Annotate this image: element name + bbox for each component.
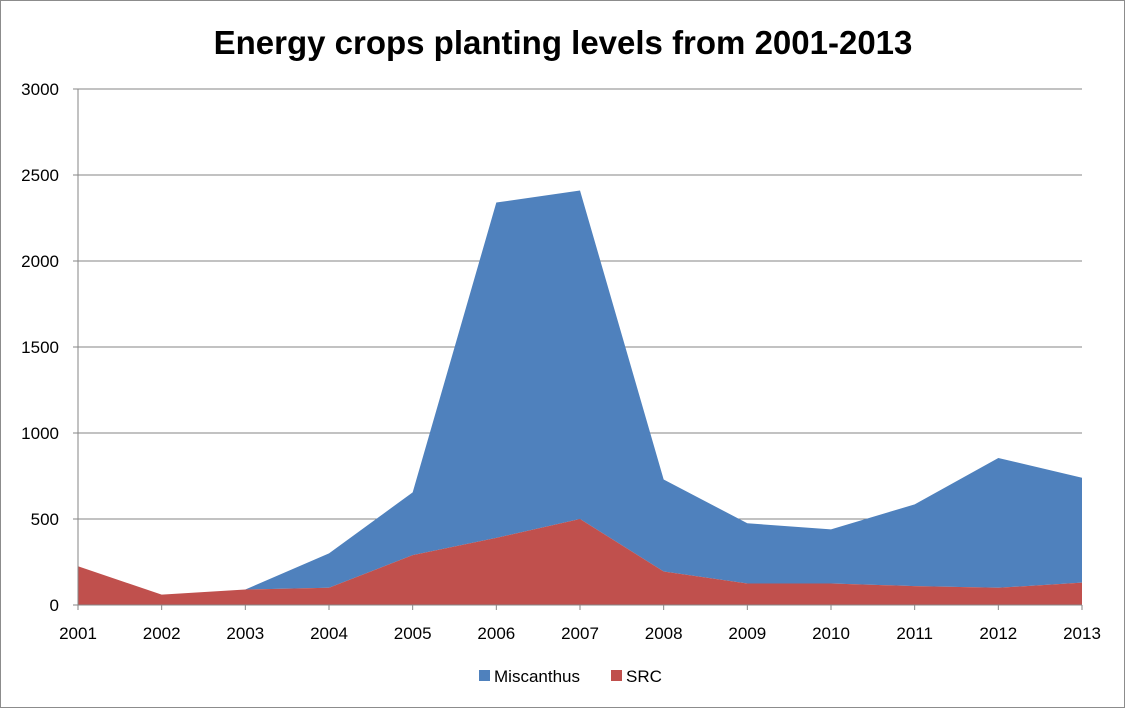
x-tick-label: 2002 [143, 624, 181, 643]
y-tick-label: 3000 [21, 80, 59, 99]
x-tick-label: 2009 [728, 624, 766, 643]
x-tick-label: 2006 [477, 624, 515, 643]
legend-label: Miscanthus [494, 667, 580, 686]
legend-item: Miscanthus [479, 667, 580, 686]
y-tick-labels: 0 500 1000 1500 2000 2500 3000 [21, 80, 78, 615]
legend-item: SRC [611, 667, 662, 686]
x-tick-label: 2001 [59, 624, 97, 643]
x-tick-label: 2011 [896, 624, 933, 643]
x-tick-label: 2003 [226, 624, 264, 643]
x-tick-label: 2008 [645, 624, 683, 643]
x-tick-label: 2010 [812, 624, 850, 643]
y-tick-label: 2500 [21, 166, 59, 185]
y-tick-label: 0 [50, 596, 59, 615]
x-tick-label: 2005 [394, 624, 432, 643]
legend: Miscanthus SRC [479, 667, 662, 686]
x-tick-labels: 2001 2002 2003 2004 2005 2006 2007 2008 2009 2010… [59, 605, 1101, 643]
legend-swatch [611, 670, 622, 681]
legend-swatch [479, 670, 490, 681]
y-tick-label: 2000 [21, 252, 59, 271]
x-tick-label: 2013 [1063, 624, 1101, 643]
y-tick-label: 1500 [21, 338, 59, 357]
x-tick-label: 2004 [310, 624, 348, 643]
y-tick-label: 1000 [21, 424, 59, 443]
chart-title: Energy crops planting levels from 2001-2… [214, 24, 913, 61]
y-tick-label: 500 [31, 510, 59, 529]
legend-label: SRC [626, 667, 662, 686]
plot-areas [78, 190, 1082, 605]
series-area-src [78, 519, 1082, 605]
series-area-miscanthus [78, 190, 1082, 595]
x-tick-label: 2007 [561, 624, 599, 643]
x-tick-label: 2012 [979, 624, 1017, 643]
